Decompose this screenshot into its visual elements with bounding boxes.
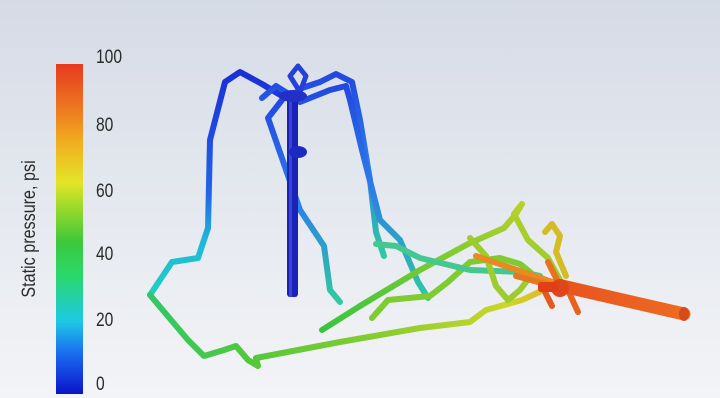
colorbar-tick-20: 20 (96, 310, 114, 331)
mid-diagonal-pipes (319, 201, 569, 333)
colorbar-tick-0: 0 (96, 374, 105, 395)
colorbar-tick-80: 80 (96, 115, 114, 136)
pressure-colorbar (56, 64, 83, 394)
bottom-return-pipe (147, 285, 551, 369)
central-column (279, 90, 307, 297)
outlet-manifold (473, 253, 691, 321)
colorbar-tick-60: 60 (96, 181, 114, 202)
colorbar-tick-40: 40 (96, 244, 114, 265)
colorbar-tick-100: 100 (96, 47, 122, 68)
